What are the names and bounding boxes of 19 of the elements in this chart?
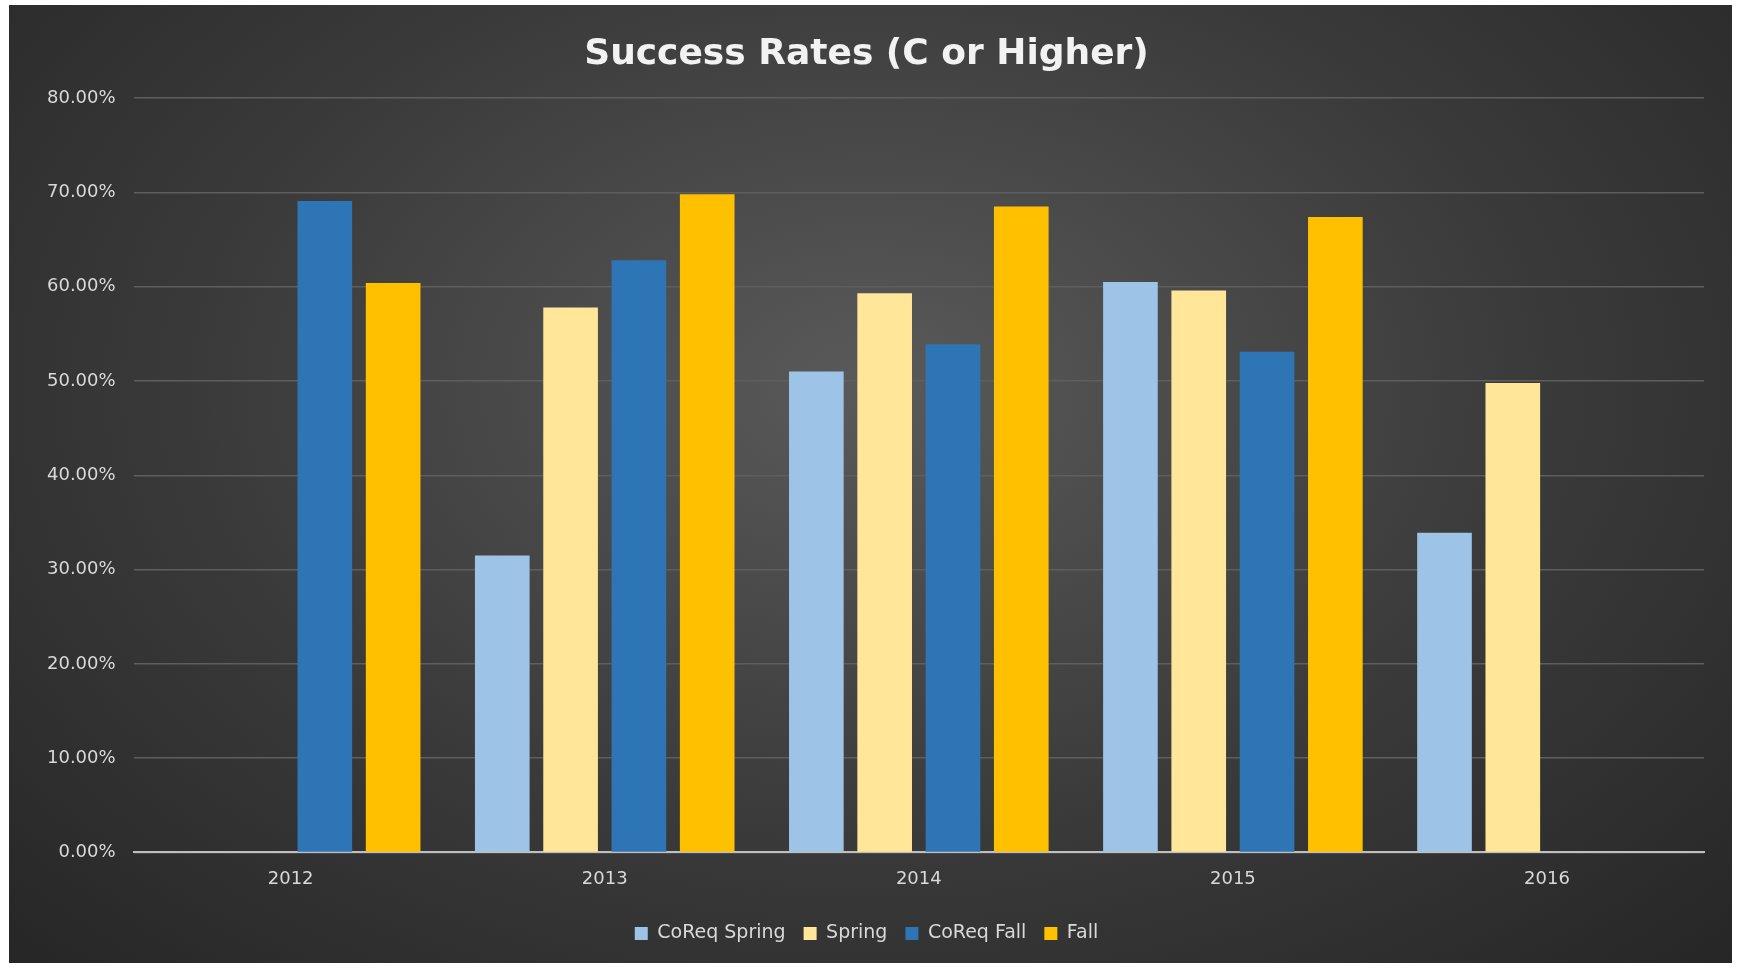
legend-label: CoReq Spring xyxy=(657,920,786,943)
x-tick-label: 2016 xyxy=(1524,866,1570,888)
y-tick-label: 70.00% xyxy=(46,180,116,202)
y-tick-label: 40.00% xyxy=(46,462,116,484)
y-tick-label: 10.00% xyxy=(46,745,116,767)
y-tick-label: 80.00% xyxy=(46,85,116,107)
x-tick-label: 2014 xyxy=(895,866,942,888)
y-tick-label: 60.00% xyxy=(46,274,116,296)
legend-label: CoReq Fall xyxy=(927,920,1027,943)
y-tick-label: 50.00% xyxy=(46,368,116,390)
y-tick-label: 30.00% xyxy=(46,557,116,579)
chart-title: Success Rates (C or Higher) xyxy=(584,30,1149,72)
legend-label: Spring xyxy=(826,920,888,943)
x-tick-label: 2013 xyxy=(581,866,628,888)
y-tick-label: 0.00% xyxy=(58,840,116,862)
x-tick-label: 2012 xyxy=(267,866,314,888)
x-tick-label: 2015 xyxy=(1209,866,1256,888)
legend-label: Fall xyxy=(1066,920,1099,943)
y-tick-label: 20.00% xyxy=(46,651,116,673)
